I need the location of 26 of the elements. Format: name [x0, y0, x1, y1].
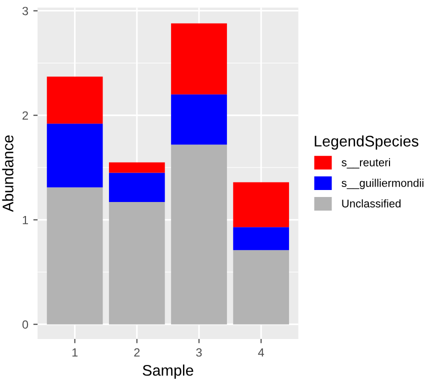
bar: [108, 162, 165, 173]
bar: [46, 76, 103, 124]
bar: [233, 182, 290, 228]
x-tick-label: 3: [196, 348, 202, 357]
y-tick-label: 0: [22, 320, 28, 329]
legend-title: LegendSpecies: [314, 135, 418, 150]
legend-label: s__guilliermondii: [342, 178, 424, 190]
y-tick-label: 1: [22, 216, 28, 224]
x-axis-title: Sample: [142, 364, 194, 379]
bar: [46, 187, 103, 324]
legend-label: Unclassified: [342, 199, 401, 208]
y-tick-label: 3: [22, 6, 28, 16]
bar: [108, 202, 165, 324]
x-tick-label: 4: [258, 348, 264, 357]
legend-label: s__reuteri: [342, 158, 390, 168]
bar: [233, 250, 290, 324]
bar: [171, 23, 227, 94]
bar: [171, 94, 227, 145]
bar: [171, 144, 227, 324]
bar: [233, 227, 290, 250]
y-axis-title: Abundance: [2, 135, 14, 212]
bar: [46, 124, 103, 188]
x-tick-label: 1: [72, 348, 78, 357]
x-tick-label: 2: [134, 348, 140, 357]
y-tick-label: 2: [22, 111, 28, 120]
bar: [108, 172, 165, 202]
